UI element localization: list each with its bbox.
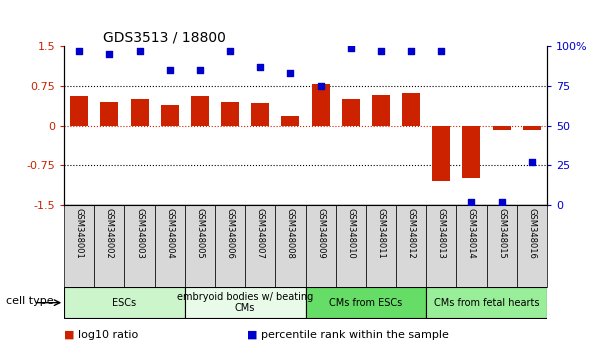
Point (195, 67, 205, 73)
Bar (251, 103, 269, 126)
Point (165, 67, 175, 73)
Bar (523, 126, 541, 130)
Bar (125, 205, 155, 287)
Bar (64, 287, 185, 318)
Bar (306, 287, 426, 318)
Point (75, 48, 84, 53)
Text: GSM348006: GSM348006 (225, 208, 235, 259)
Text: GSM348005: GSM348005 (196, 208, 205, 258)
Text: log10 ratio: log10 ratio (78, 330, 138, 339)
Text: GDS3513 / 18800: GDS3513 / 18800 (103, 31, 225, 45)
Bar (100, 102, 119, 126)
Text: GSM348002: GSM348002 (105, 208, 114, 258)
Text: GSM348011: GSM348011 (376, 208, 386, 258)
Bar (276, 205, 306, 287)
Bar (517, 205, 547, 287)
Bar (185, 287, 306, 318)
Bar (221, 102, 239, 126)
Bar (215, 205, 245, 287)
Bar (155, 205, 185, 287)
Point (406, 48, 416, 53)
Text: GSM348004: GSM348004 (165, 208, 174, 258)
Text: GSM348003: GSM348003 (135, 208, 144, 259)
Bar (426, 287, 547, 318)
Bar (342, 99, 360, 126)
Bar (161, 105, 179, 126)
Text: ■: ■ (64, 330, 75, 339)
Text: GSM348012: GSM348012 (406, 208, 415, 258)
Point (436, 48, 446, 53)
Point (104, 51, 114, 57)
Bar (245, 205, 276, 287)
Text: percentile rank within the sample: percentile rank within the sample (261, 330, 448, 339)
Point (316, 83, 326, 88)
Bar (64, 205, 94, 287)
Bar (306, 205, 335, 287)
Text: ESCs: ESCs (112, 298, 136, 308)
Bar (396, 205, 426, 287)
Text: CMs from ESCs: CMs from ESCs (329, 298, 403, 308)
Bar (402, 93, 420, 126)
Text: ■: ■ (247, 330, 258, 339)
Point (346, 45, 356, 50)
Point (225, 48, 235, 53)
Bar (366, 205, 396, 287)
Text: embryoid bodies w/ beating
CMs: embryoid bodies w/ beating CMs (177, 292, 313, 314)
Point (376, 48, 386, 53)
Text: GSM348014: GSM348014 (467, 208, 476, 258)
Bar (486, 205, 517, 287)
Bar (335, 205, 366, 287)
Text: GSM348013: GSM348013 (437, 208, 446, 259)
Point (255, 64, 265, 69)
Point (134, 48, 144, 53)
Text: GSM348007: GSM348007 (256, 208, 265, 259)
Bar (282, 116, 299, 126)
Bar (185, 205, 215, 287)
Bar (492, 126, 511, 130)
Bar (94, 205, 125, 287)
Point (527, 159, 536, 165)
Point (497, 199, 507, 205)
Text: GSM348015: GSM348015 (497, 208, 506, 258)
Point (467, 199, 477, 205)
Text: GSM348001: GSM348001 (75, 208, 84, 258)
Bar (131, 99, 148, 126)
Text: GSM348008: GSM348008 (286, 208, 295, 259)
Point (285, 70, 295, 76)
Text: GSM348016: GSM348016 (527, 208, 536, 259)
Bar (70, 96, 89, 126)
Bar (456, 205, 486, 287)
Text: cell type: cell type (6, 296, 54, 306)
Bar (372, 95, 390, 126)
Text: CMs from fetal hearts: CMs from fetal hearts (434, 298, 540, 308)
Bar (463, 126, 480, 178)
Text: GSM348010: GSM348010 (346, 208, 355, 258)
Bar (432, 126, 450, 181)
Bar (191, 96, 209, 126)
Bar (426, 205, 456, 287)
Text: GSM348009: GSM348009 (316, 208, 325, 258)
Bar (312, 84, 330, 126)
